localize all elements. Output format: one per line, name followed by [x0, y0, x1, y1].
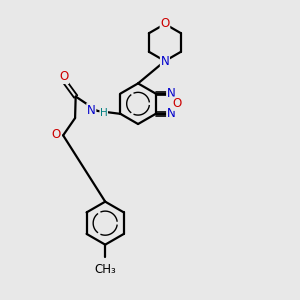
Text: O: O [160, 17, 170, 31]
Text: O: O [52, 128, 61, 141]
Text: N: N [160, 55, 169, 68]
Text: N: N [167, 87, 176, 100]
Text: H: H [100, 108, 108, 118]
Text: O: O [172, 97, 182, 110]
Text: N: N [167, 107, 176, 120]
Text: N: N [87, 104, 96, 117]
Text: O: O [59, 70, 68, 83]
Text: CH₃: CH₃ [94, 262, 116, 276]
